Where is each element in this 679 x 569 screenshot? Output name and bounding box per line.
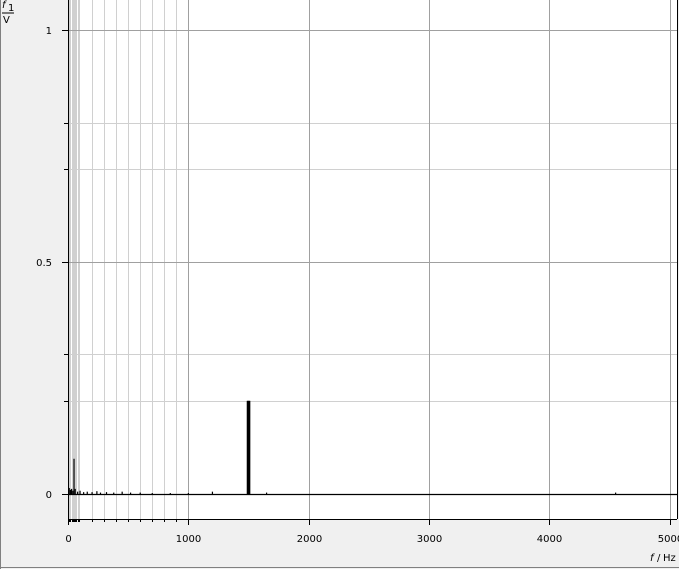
y-axis-symbol: f: [2, 0, 7, 11]
x-axis-symbol: f: [650, 553, 655, 564]
x-axis-separator: /: [657, 553, 661, 564]
tick-labels: 0 0.5 1 0 1000 2000 3000 4000 5000: [36, 26, 679, 545]
plot-background: [68, 0, 677, 519]
y-tick-label: 0.5: [36, 258, 52, 269]
x-tick-label: 4000: [537, 534, 562, 545]
x-tick-label: 5000: [658, 534, 679, 545]
x-tick-label: 0: [65, 534, 71, 545]
grid-layer: [68, 0, 677, 519]
x-tick-label: 2000: [297, 534, 322, 545]
series-layer: [68, 400, 677, 496]
y-axis-subscript: 1: [8, 3, 14, 14]
x-tick-label: 3000: [417, 534, 442, 545]
x-axis-unit-label: f / Hz: [650, 553, 676, 564]
x-tick-label: 1000: [176, 534, 201, 545]
y-tick-label: 0: [46, 490, 52, 501]
y-axis-unit: V: [3, 15, 10, 26]
x-axis-unit: Hz: [663, 553, 676, 564]
y-axis-unit-label: f 1 V: [2, 0, 14, 26]
y-tick-label: 1: [46, 26, 52, 37]
